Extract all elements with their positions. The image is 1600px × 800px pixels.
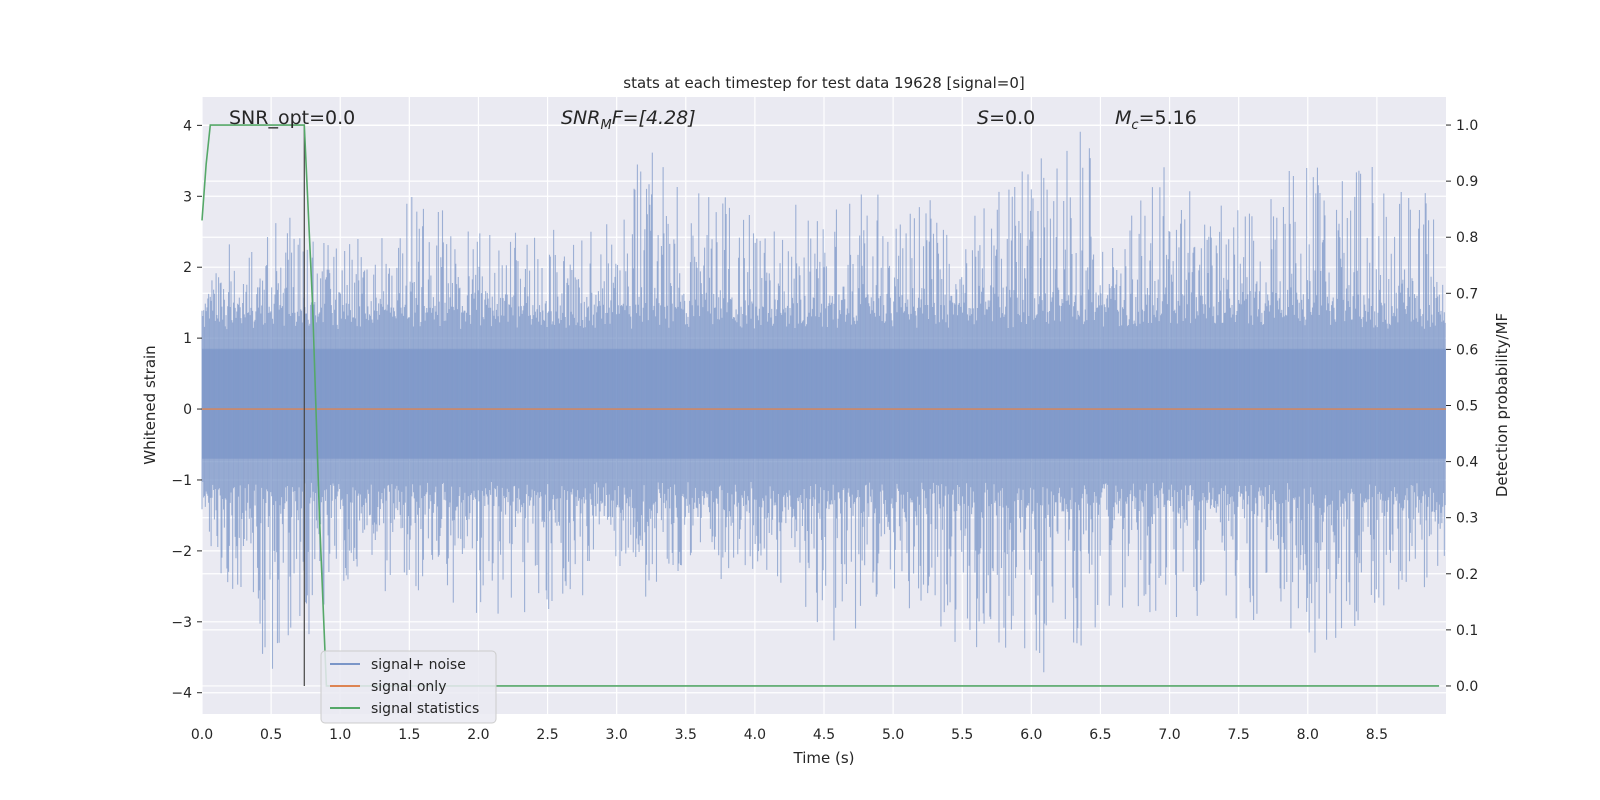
- x-tick-label: 4.0: [744, 727, 766, 743]
- legend-label-signal-only: signal only: [371, 679, 446, 695]
- y-axis-right: 1.0 0.9 0.8 0.7 0.6 0.5 0.4 0.3 0.2 0.1 0.0: [1446, 118, 1478, 695]
- y-left-tick-label: 1: [183, 331, 192, 347]
- y-right-tick-label: 0.4: [1456, 455, 1478, 471]
- x-tick-label: 0.0: [191, 727, 213, 743]
- x-tick-label: 0.5: [260, 727, 282, 743]
- y-left-tick-label: −3: [171, 615, 192, 631]
- annotation-mc: Mc=5.16: [1115, 107, 1197, 133]
- chart-title: stats at each timestep for test data 196…: [623, 74, 1024, 92]
- x-tick-label: 2.0: [467, 727, 489, 743]
- y-left-tick-label: 3: [183, 189, 192, 205]
- legend-box: [320, 650, 497, 724]
- x-tick-label: 1.5: [398, 727, 420, 743]
- y-left-tick-label: 2: [183, 260, 192, 276]
- y-left-tick-label: 4: [183, 118, 192, 134]
- y-left-tick-label: −4: [171, 686, 192, 702]
- x-tick-label: 7.5: [1228, 727, 1250, 743]
- annotation-s: S=0.0: [977, 107, 1035, 129]
- y-right-tick-label: 1.0: [1456, 118, 1478, 134]
- x-tick-label: 3.0: [606, 727, 628, 743]
- annotation-snr-mf: SNRMF=[4.28]: [561, 107, 696, 133]
- y-right-tick-label: 0.8: [1456, 230, 1478, 246]
- y-right-tick-label: 0.2: [1456, 567, 1478, 583]
- noise-band: [202, 348, 1446, 459]
- y-left-tick-label: −1: [171, 473, 192, 489]
- x-tick-label: 6.0: [1020, 727, 1042, 743]
- y-right-tick-label: 0.0: [1456, 679, 1478, 695]
- y-left-tick-label: −2: [171, 544, 192, 560]
- x-tick-label: 5.0: [882, 727, 904, 743]
- x-tick-label: 4.5: [813, 727, 835, 743]
- series-signal-noise: [201, 131, 1446, 673]
- signal-statistics-line: [201, 124, 1440, 687]
- x-tick-label: 5.5: [951, 727, 973, 743]
- legend-label-signal-noise: signal+ noise: [371, 657, 466, 673]
- x-tick-label: 6.5: [1089, 727, 1111, 743]
- x-axis: 0.0 0.5 1.0 1.5 2.0 2.5 3.0 3.5 4.0 4.5 5.0 5.5 6.0 6…: [191, 727, 1388, 743]
- y-axis-right-label: Detection probability/MF: [1493, 313, 1511, 497]
- series-signal-statistics: [201, 124, 1440, 687]
- x-tick-label: 3.5: [675, 727, 697, 743]
- y-right-tick-label: 0.3: [1456, 511, 1478, 527]
- x-tick-label: 1.0: [329, 727, 351, 743]
- y-right-tick-label: 0.5: [1456, 399, 1478, 415]
- x-tick-label: 8.0: [1297, 727, 1319, 743]
- y-axis-left-label: Whitened strain: [141, 345, 159, 464]
- y-right-tick-label: 0.9: [1456, 174, 1478, 190]
- y-right-tick-label: 0.1: [1456, 623, 1478, 639]
- x-tick-label: 7.0: [1158, 727, 1180, 743]
- y-axis-left: 4 3 2 1 0 −1 −2 −3 −4: [171, 118, 202, 702]
- y-right-tick-label: 0.7: [1456, 286, 1478, 302]
- x-axis-label: Time (s): [793, 749, 855, 767]
- x-tick-label: 8.5: [1366, 727, 1388, 743]
- annotation-snr-opt: SNR_opt=0.0: [229, 107, 355, 129]
- legend-label-signal-statistics: signal statistics: [371, 701, 479, 717]
- y-left-tick-label: 0: [183, 402, 192, 418]
- y-right-tick-label: 0.6: [1456, 342, 1478, 358]
- x-tick-label: 2.5: [536, 727, 558, 743]
- legend: signal+ noise signal only signal statist…: [320, 650, 497, 724]
